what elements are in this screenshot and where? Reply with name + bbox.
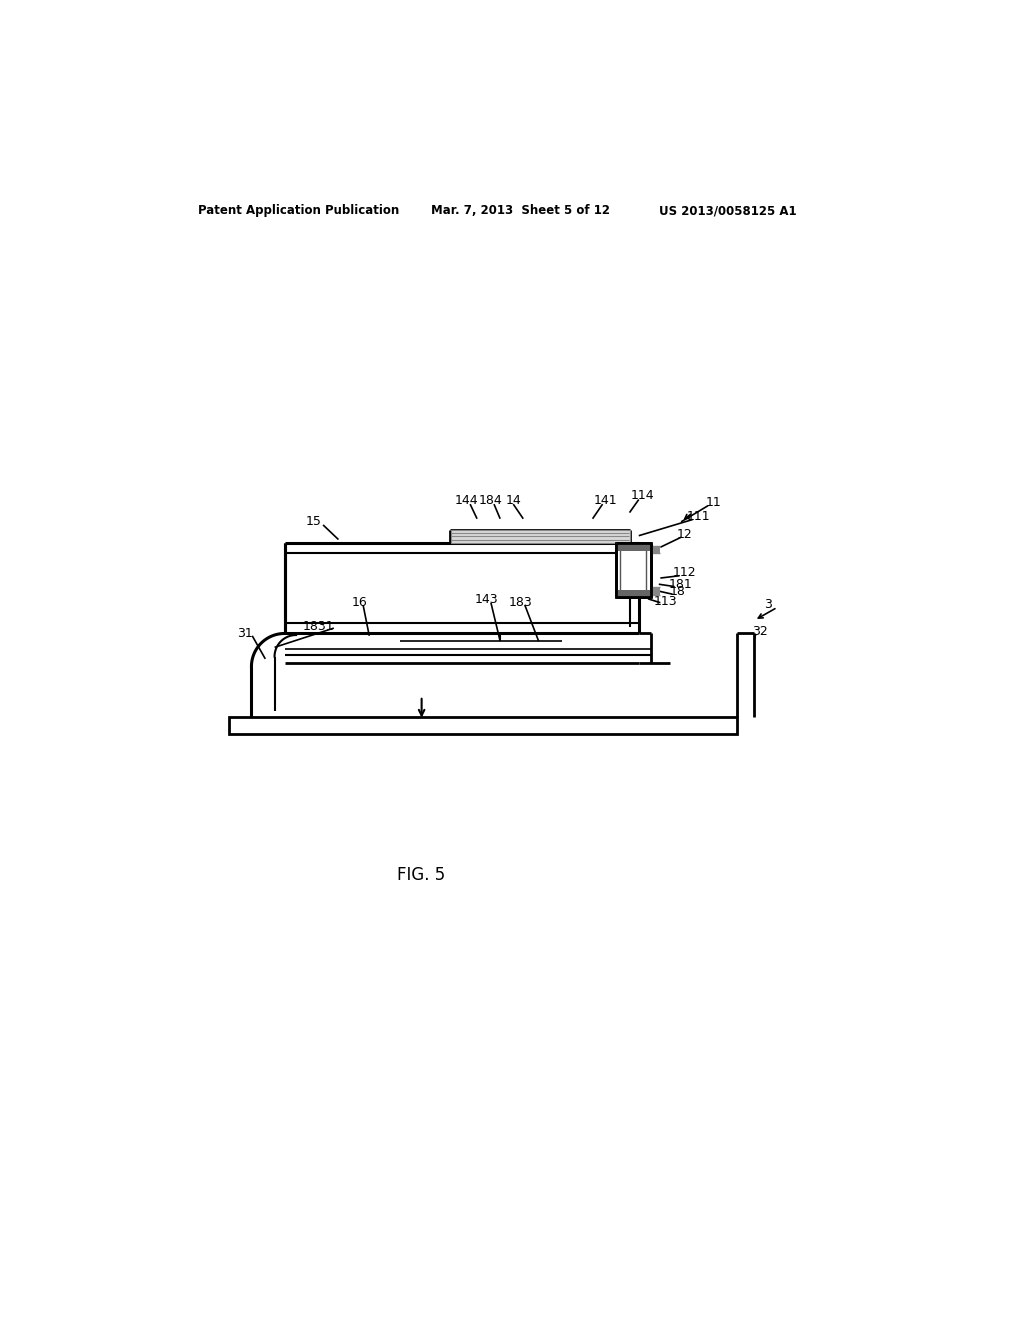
Bar [615, 590, 651, 598]
Text: 32: 32 [753, 626, 768, 639]
Text: 3: 3 [764, 598, 772, 611]
Text: 184: 184 [479, 494, 503, 507]
Text: 1831: 1831 [303, 620, 334, 634]
Text: 112: 112 [673, 566, 696, 579]
Text: Patent Application Publication: Patent Application Publication [199, 205, 399, 218]
Bar [229, 717, 737, 734]
Text: Mar. 7, 2013  Sheet 5 of 12: Mar. 7, 2013 Sheet 5 of 12 [431, 205, 610, 218]
Bar [451, 531, 630, 543]
Bar [286, 554, 629, 623]
Text: 114: 114 [631, 490, 654, 502]
Text: 183: 183 [508, 597, 532, 610]
Text: 31: 31 [237, 627, 252, 640]
Text: 143: 143 [474, 593, 498, 606]
Bar [615, 544, 651, 552]
Text: 111: 111 [687, 510, 711, 523]
Text: 12: 12 [677, 528, 693, 541]
Text: FIG. 5: FIG. 5 [397, 866, 445, 883]
Text: 16: 16 [351, 597, 368, 610]
Bar [651, 587, 660, 595]
Text: 144: 144 [455, 494, 478, 507]
Text: 13: 13 [623, 560, 638, 573]
Text: US 2013/0058125 A1: US 2013/0058125 A1 [658, 205, 797, 218]
Text: 11: 11 [706, 496, 721, 510]
Text: 113: 113 [654, 594, 678, 607]
Bar [651, 545, 660, 553]
Text: 181: 181 [669, 578, 692, 591]
Text: 15: 15 [306, 515, 322, 528]
Bar [615, 544, 651, 598]
Text: 141: 141 [594, 494, 617, 507]
Text: 18: 18 [670, 585, 685, 598]
Bar [621, 548, 646, 593]
Text: 14: 14 [506, 494, 522, 507]
